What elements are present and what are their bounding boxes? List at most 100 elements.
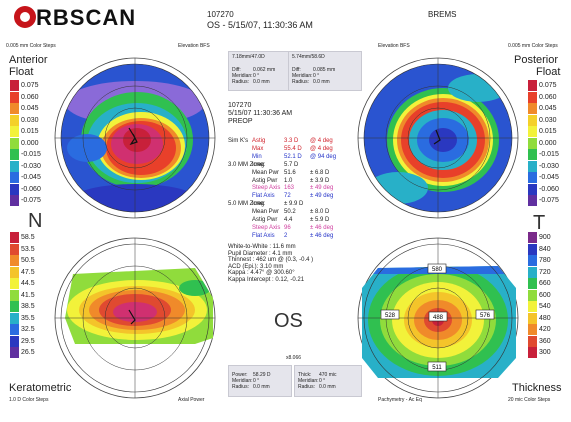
metric-axis: ± 49 deg [310, 193, 334, 200]
metric-axis: ± 5.9 D [310, 217, 330, 223]
thickness-scale-swatch [528, 243, 537, 255]
anterior-scale-label: 0.000 [21, 139, 39, 147]
keratometric-color-steps: 1.0 D Color Steps [9, 397, 49, 403]
posterior-scale-label: -0.030 [539, 162, 559, 170]
thickness-value-top: 580 [432, 267, 443, 273]
temporal-label: T [533, 212, 546, 234]
metric-key: Astig [252, 138, 266, 144]
extra-metric: Pupil Diameter : 4.1 mm [228, 250, 293, 257]
posterior-scale-swatch [528, 160, 537, 172]
metric-axis: ± 49 deg [310, 185, 334, 192]
keratometric-scale-label: 47.5 [21, 268, 35, 276]
thickness-title: Thickness [512, 382, 562, 394]
posterior-float-map[interactable] [348, 48, 528, 226]
metric-axis: ± 46 deg [310, 232, 334, 239]
thick-radius-value: 0.0 mm [319, 384, 336, 390]
posterior-scale-label: 0.045 [539, 105, 557, 112]
posterior-scale-swatch [528, 137, 537, 149]
posterior-scale-label: 0.060 [539, 93, 557, 101]
posterior-scale-swatch [528, 183, 537, 195]
metric-axis: @ 4 deg [310, 138, 333, 144]
anterior-scale-swatch [10, 80, 19, 91]
anterior-scale-swatch [10, 172, 19, 183]
keratometric-scale-swatch [10, 243, 19, 255]
metric-label: 3.0 MM Zone: [228, 161, 266, 168]
thickness-info-box: Thick: 470 mic Meridian: 0 ° Radius: 0.0… [294, 365, 362, 397]
scale-factor: x8.066 [286, 355, 302, 361]
center-status: PREOP [228, 118, 253, 125]
posterior-scale-label: 0.030 [539, 116, 557, 124]
posterior-scale-swatch [528, 103, 537, 114]
keratometric-scale-swatch [10, 324, 19, 335]
metric-axis: ± 3.9 D [310, 177, 330, 184]
posterior-scale-swatch [528, 114, 537, 126]
metric-value: 2 [284, 232, 288, 239]
thickness-scale-label: 300 [539, 349, 551, 356]
power-value: 58.29 D [253, 372, 271, 378]
thickness-scale-swatch [528, 335, 537, 347]
posterior-scale-label: -0.075 [539, 197, 559, 204]
thickness-scale-swatch [528, 266, 537, 278]
posterior-scale-label: -0.045 [539, 174, 559, 181]
anterior-scale-swatch [10, 160, 19, 172]
keratometric-scale-label: 29.5 [21, 337, 35, 345]
keratometric-scale-label: 26.5 [21, 349, 35, 356]
anterior-meridian-value: 0 ° [253, 73, 260, 79]
posterior-scale-label: 0.015 [539, 128, 557, 135]
thickness-scale-swatch [528, 232, 537, 243]
posterior-scale-label: 0.075 [539, 82, 557, 89]
thickness-map[interactable]: 580 528 488 576 511 [348, 228, 528, 406]
posterior-scale-swatch [528, 149, 537, 160]
thickness-scale-swatch [528, 347, 537, 358]
keratometric-scale-label: 38.5 [21, 303, 35, 310]
pupil-marker-icon [128, 127, 138, 146]
center-id: 107270 [228, 102, 252, 109]
anterior-scale-label: -0.015 [21, 151, 41, 158]
posterior-diff-label: Diff: [292, 67, 301, 73]
logo-text: RBSCAN [36, 5, 137, 30]
keratometric-scale-swatch [10, 278, 19, 289]
nasal-label: N [28, 210, 43, 232]
anterior-radius-label: Radius: [232, 79, 249, 85]
posterior-scale-label: -0.060 [539, 185, 559, 193]
keratometric-scale-label: 41.5 [21, 291, 35, 299]
anterior-scale-swatch [10, 195, 19, 206]
thick-radius-label: Radius: [298, 384, 315, 390]
metric-value: 55.4 D [284, 145, 302, 152]
posterior-scale-swatch [528, 91, 537, 103]
metric-value: 5.7 D [284, 161, 299, 168]
metric-value: 52.1 D [284, 153, 302, 160]
metric-key: Flat Axis [252, 232, 275, 239]
keratometric-scale-swatch [10, 266, 19, 278]
center-date: 5/15/07 11:30:36 AM [228, 110, 293, 117]
posterior-meridian-value: 0 ° [313, 73, 320, 79]
center-info-panel: 107270 5/15/07 11:30:36 AM PREOP [228, 102, 368, 126]
keratometric-scale-label: 44.5 [21, 280, 35, 287]
thickness-value-bottom: 511 [432, 365, 442, 371]
keratometric-pupil-marker-icon [128, 309, 136, 325]
anterior-scale-label: 0.045 [21, 105, 39, 112]
keratometric-scale-label: 35.5 [21, 314, 35, 322]
anterior-scale-swatch [10, 137, 19, 149]
thickness-scale-label: 900 [539, 234, 551, 241]
metric-value: ± 9.9 D [284, 201, 304, 208]
anterior-scale-swatch [10, 91, 19, 103]
anterior-scale-label: -0.030 [21, 162, 41, 170]
thickness-scale-swatch [528, 301, 537, 312]
anterior-float-map[interactable] [45, 48, 225, 226]
anterior-elevation-label: Elevation BFS [178, 43, 210, 49]
thickness-value-center: 488 [433, 315, 444, 321]
metric-key: Mean Pwr [252, 209, 280, 216]
keratometric-scale-label: 50.5 [21, 257, 35, 264]
ker-radius-value: 0.0 mm [253, 384, 270, 390]
keratometric-scale-swatch [10, 289, 19, 301]
extra-metric: ACD (Epi.): 3.10 mm [228, 263, 284, 270]
keratometric-map[interactable] [45, 228, 225, 406]
anterior-scale-label: -0.060 [21, 185, 41, 193]
ker-meridian-label: Meridian: [232, 378, 253, 384]
anterior-scale-label: 0.075 [21, 82, 39, 89]
metric-value: 1.0 [284, 177, 293, 184]
thickness-scale-swatch [528, 324, 537, 335]
posterior-scale-swatch [528, 126, 537, 137]
metric-key: Astig Pwr [252, 177, 278, 184]
